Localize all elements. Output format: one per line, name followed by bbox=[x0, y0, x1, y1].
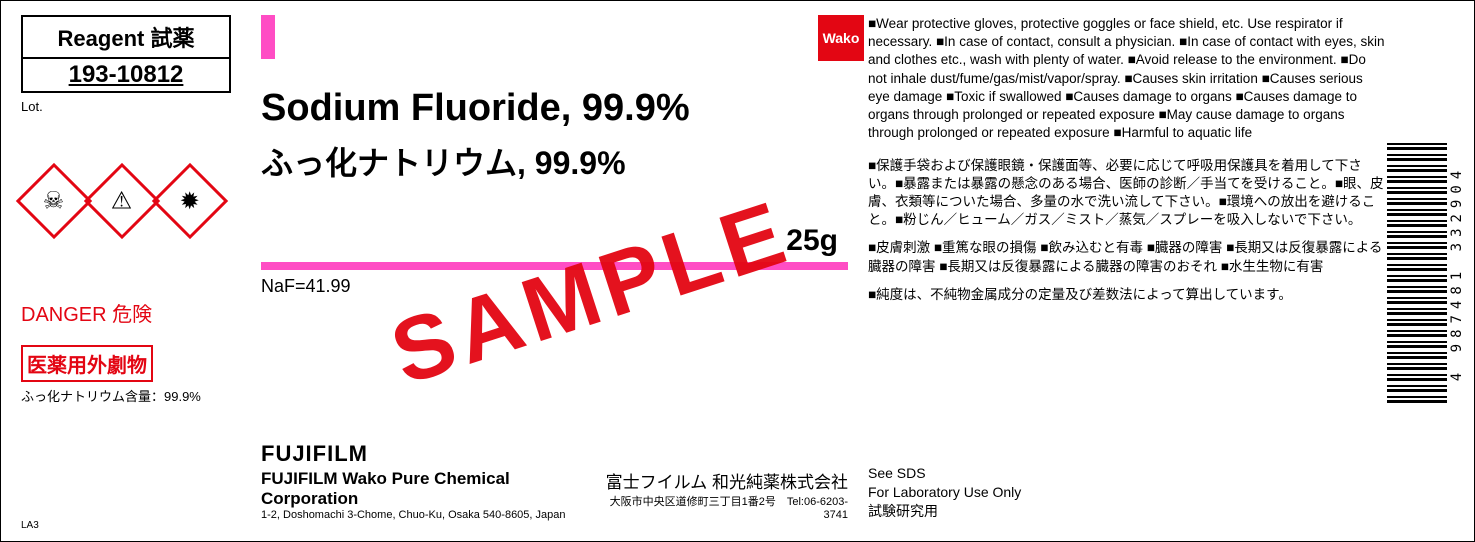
middle-column: Sodium Fluoride, 99.9% ふっ化ナトリウム, 99.9% 2… bbox=[231, 15, 868, 531]
ghs-health-icon: ✹ bbox=[152, 163, 228, 239]
barcode-bars bbox=[1387, 143, 1447, 403]
chemical-label: Reagent 試薬 193-10812 Lot. ☠ ⚠ ✹ DANGER 危… bbox=[0, 0, 1475, 542]
wako-logo: Wako bbox=[818, 15, 864, 61]
hazard-statements-jp-1: ■保護手袋および保護眼鏡・保護面等、必要に応じて呼吸用保護具を着用して下さい。■… bbox=[868, 157, 1388, 230]
manufacturer-block: FUJIFILM FUJIFILM Wako Pure Chemical Cor… bbox=[261, 441, 848, 521]
sds-block: See SDS For Laboratory Use Only 試験研究用 bbox=[868, 464, 1021, 521]
quantity: 25g bbox=[261, 224, 848, 258]
lab-use-en: For Laboratory Use Only bbox=[868, 483, 1021, 502]
label-code: LA3 bbox=[21, 520, 39, 531]
pink-marker bbox=[261, 15, 275, 59]
signal-word: DANGER 危険 bbox=[21, 298, 231, 327]
company-name-jp: 富士フイルム 和光純薬株式会社 bbox=[597, 468, 848, 493]
pink-rule bbox=[261, 262, 848, 270]
content-purity-line: ふっ化ナトリウム含量：99.9% bbox=[21, 386, 231, 405]
ghs-skull-icon: ☠ bbox=[16, 163, 92, 239]
barcode-number: 4 987481 332904 bbox=[1449, 143, 1465, 403]
deleterious-badge: 医薬用外劇物 bbox=[21, 345, 153, 382]
product-name-en: Sodium Fluoride, 99.9% bbox=[261, 87, 848, 130]
product-name-jp: ふっ化ナトリウム, 99.9% bbox=[261, 138, 848, 184]
barcode: 4 987481 332904 bbox=[1387, 143, 1465, 403]
fujifilm-logo: FUJIFILM bbox=[261, 441, 597, 467]
left-column: Reagent 試薬 193-10812 Lot. ☠ ⚠ ✹ DANGER 危… bbox=[21, 15, 231, 531]
reagent-badge: Reagent 試薬 bbox=[21, 15, 231, 59]
lab-use-jp: 試験研究用 bbox=[868, 502, 1021, 521]
lot-label: Lot. bbox=[21, 99, 231, 114]
ghs-pictogram-row: ☠ ⚠ ✹ bbox=[21, 164, 231, 238]
see-sds: See SDS bbox=[868, 464, 1021, 483]
company-addr-jp: 大阪市中央区道修町三丁目1番2号 Tel:06-6203-3741 bbox=[597, 493, 848, 521]
ghs-corrosion-icon: ⚠ bbox=[84, 163, 160, 239]
hazard-statements-en: ■Wear protective gloves, protective gogg… bbox=[868, 15, 1388, 143]
right-column: Wako ■Wear protective gloves, protective… bbox=[868, 15, 1388, 531]
hazard-statements-jp-2: ■皮膚刺激 ■重篤な眼の損傷 ■飲み込むと有毒 ■臓器の障害 ■長期又は反復暴露… bbox=[868, 239, 1388, 275]
catalog-number: 193-10812 bbox=[21, 59, 231, 93]
barcode-column: 4 987481 332904 bbox=[1388, 15, 1464, 531]
company-addr-en: 1-2, Doshomachi 3-Chome, Chuo-Ku, Osaka … bbox=[261, 509, 597, 521]
company-name-en: FUJIFILM Wako Pure Chemical Corporation bbox=[261, 469, 597, 509]
molecular-formula: NaF=41.99 bbox=[261, 276, 848, 297]
purity-note-jp: ■純度は、不純物金属成分の定量及び差数法によって算出しています。 bbox=[868, 286, 1388, 304]
